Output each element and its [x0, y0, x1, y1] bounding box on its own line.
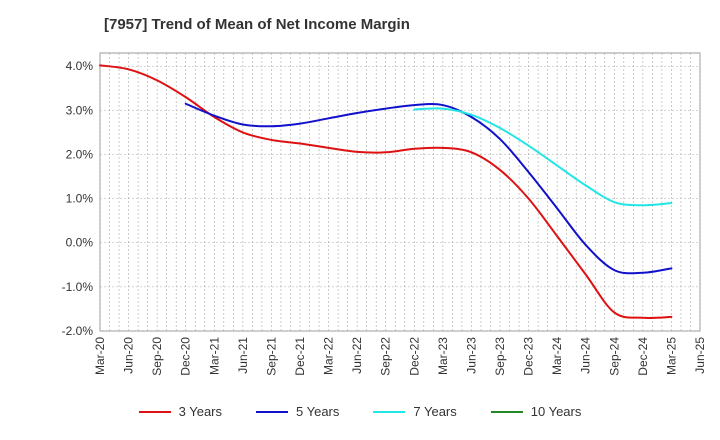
grid-y [100, 65, 700, 332]
x-tick-label: Dec-23 [522, 337, 536, 376]
x-tick-label: Jun-21 [236, 337, 250, 374]
x-axis-ticks: Mar-20 Jun-20 Sep-20 Dec-20 Mar-21 Jun-21 Sep-… [93, 337, 707, 376]
x-tick-label: Mar-21 [207, 337, 221, 375]
series-lines [99, 64, 673, 319]
legend-label-7-years: 7 Years [413, 404, 457, 419]
x-tick-label: Mar-22 [322, 337, 336, 375]
x-tick-label: Dec-24 [636, 337, 650, 376]
legend-label-10-years: 10 Years [530, 404, 582, 419]
x-tick-label: Mar-23 [436, 337, 450, 375]
x-tick-label: Sep-24 [607, 337, 621, 376]
series-line-3-years [99, 64, 673, 319]
x-tick-label: Jun-25 [693, 337, 707, 374]
x-tick-label: Mar-25 [664, 337, 678, 375]
legend-label-3-years: 3 Years [178, 404, 222, 419]
legend-item-10-years: 10 Years [490, 404, 582, 419]
legend-swatch-5-years [256, 410, 288, 413]
legend-label-5-years: 5 Years [296, 404, 340, 419]
x-tick-label: Jun-24 [579, 337, 593, 374]
y-tick-label: 3.0% [66, 103, 94, 117]
x-tick-label: Jun-22 [350, 337, 364, 374]
y-axis-ticks: 4.0% 3.0% 2.0% 1.0% 0.0% -1.0% -2.0% [62, 59, 94, 338]
x-tick-label: Mar-24 [550, 337, 564, 375]
x-tick-label: Sep-21 [264, 337, 278, 376]
series-line-5-years [184, 102, 673, 275]
legend: 3 Years 5 Years 7 Years 10 Years [0, 404, 720, 419]
x-tick-label: Mar-20 [93, 337, 107, 375]
legend-item-3-years: 3 Years [138, 404, 222, 419]
legend-swatch-10-years [490, 410, 523, 413]
x-tick-label: Jun-23 [464, 337, 478, 374]
y-tick-label: 4.0% [66, 59, 94, 73]
x-tick-label: Jun-20 [122, 337, 136, 374]
y-tick-label: -1.0% [62, 280, 94, 294]
legend-swatch-7-years [373, 410, 406, 413]
legend-item-7-years: 7 Years [373, 404, 457, 419]
plot-area [99, 52, 701, 332]
y-tick-label: -2.0% [62, 324, 94, 338]
x-tick-label: Sep-23 [493, 337, 507, 376]
series-line-7-years [413, 107, 673, 207]
y-tick-label: 0.0% [66, 236, 94, 250]
y-tick-label: 1.0% [66, 192, 94, 206]
x-tick-label: Dec-20 [179, 337, 193, 376]
legend-item-5-years: 5 Years [256, 404, 339, 419]
x-tick-label: Dec-21 [293, 337, 307, 376]
x-tick-label: Sep-22 [379, 337, 393, 376]
x-tick-label: Dec-22 [407, 337, 421, 376]
legend-swatch-3-years [138, 410, 171, 413]
y-tick-label: 2.0% [66, 147, 94, 161]
chart-title: [7957] Trend of Mean of Net Income Margi… [104, 16, 410, 33]
x-tick-label: Sep-20 [150, 337, 164, 376]
